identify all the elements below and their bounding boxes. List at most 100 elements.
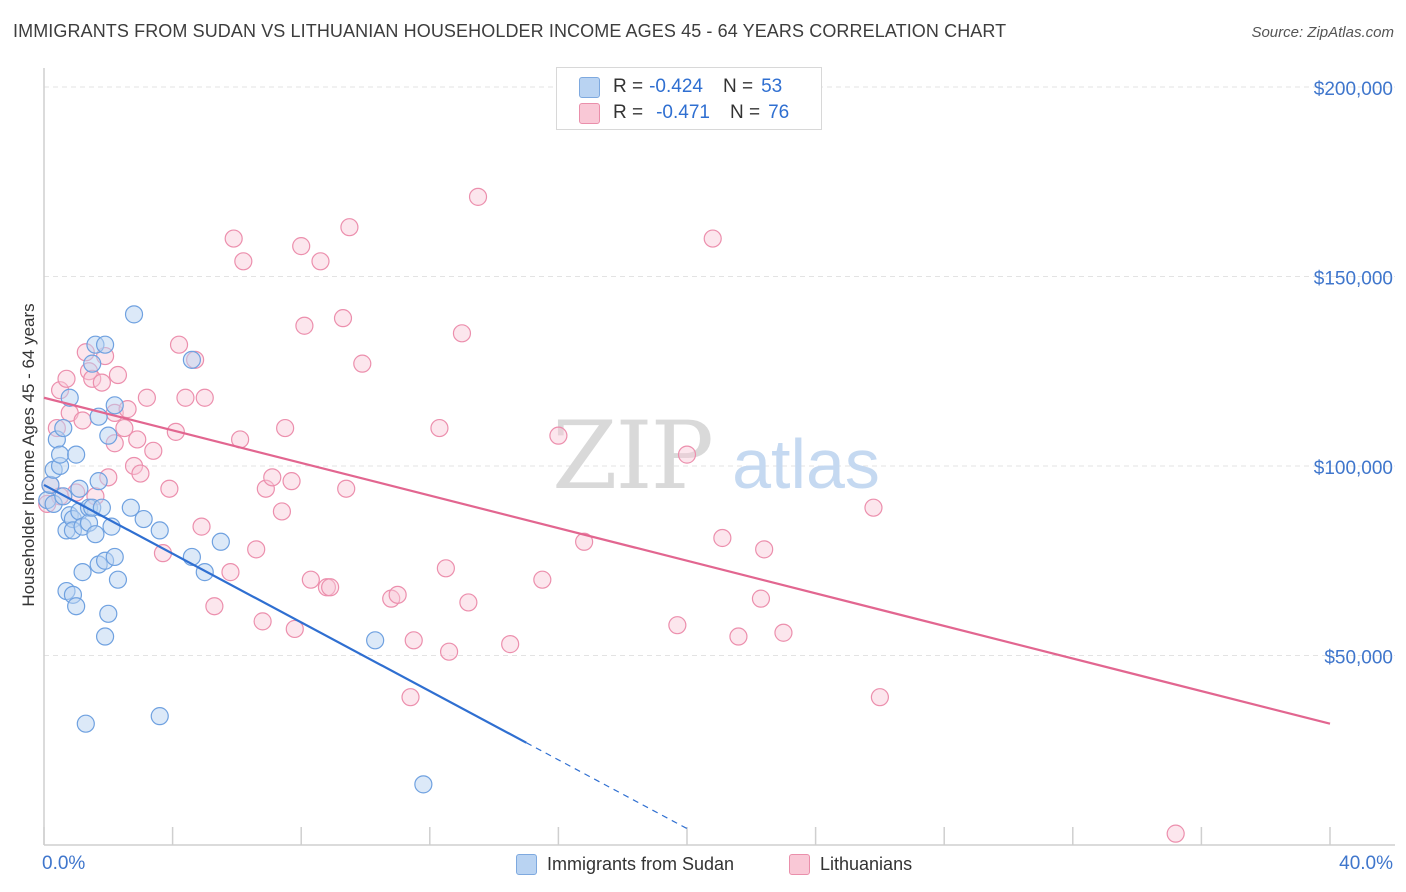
lithuanians-point: [272, 502, 292, 521]
sudan-point: [124, 305, 144, 324]
sudan-point: [121, 498, 140, 517]
lithuanians-point: [253, 612, 272, 631]
lithuanians-point: [234, 252, 253, 271]
lithuanians-point: [311, 252, 330, 271]
sudan-point: [134, 509, 153, 529]
sudan-point: [83, 354, 102, 373]
lithuanians-point: [92, 373, 111, 392]
lithuanians-point: [285, 619, 304, 639]
legend-r-value: -0.471: [656, 102, 710, 123]
lithuanians-point: [668, 616, 687, 635]
lithuanians-point: [115, 418, 134, 438]
lithuanians-point: [774, 623, 793, 642]
lithuanians-point: [321, 578, 340, 597]
sudan-point: [70, 479, 89, 498]
lithuanians-point: [256, 479, 275, 498]
lithuanians-point: [401, 688, 420, 707]
bottom-legend-swatch-pink: [789, 853, 810, 875]
lithuanians-point: [436, 559, 455, 578]
legend-n-label: N =: [722, 76, 754, 97]
lithuanians-point: [430, 418, 449, 438]
sudan-point: [108, 570, 128, 589]
y-tick-label: $150,000: [1314, 268, 1393, 289]
lithuanians-point: [176, 388, 195, 407]
lithuanians-point: [333, 309, 353, 328]
legend-r-value: -0.424: [649, 76, 703, 97]
lithuanians-point: [144, 441, 163, 460]
lithuanians-point: [864, 498, 883, 517]
lithuanians-point: [755, 540, 774, 559]
sudan-point: [211, 532, 230, 551]
legend-swatch-blue: [579, 76, 600, 98]
sudan-point: [99, 426, 118, 445]
lithuanians-point: [1166, 824, 1185, 843]
lithuanians-point: [452, 324, 472, 343]
legend-n-value: 76: [768, 102, 790, 123]
lithuanians-point: [404, 631, 423, 650]
legend-row-lithuanians: R = -0.471 N = 76: [579, 99, 789, 127]
x-tick-label: 0.0%: [42, 853, 85, 874]
lithuanians-point: [729, 627, 748, 646]
lithuanians-point: [468, 187, 488, 206]
y-tick-label: $50,000: [1324, 647, 1393, 668]
lithuanians-point: [292, 237, 311, 256]
lithuanians-point: [73, 411, 92, 430]
bottom-legend-sudan: Immigrants from Sudan: [516, 852, 734, 876]
trend-lines: [43, 396, 1331, 830]
lithuanians-point: [501, 635, 520, 654]
lithuanians-point: [353, 354, 372, 373]
lithuanians-point: [388, 585, 407, 604]
lithuanians-point: [131, 464, 150, 483]
lithuanians-point: [713, 528, 732, 548]
lithuanians-point: [677, 445, 697, 464]
sudan-point: [67, 597, 86, 616]
sudan-point: [195, 563, 214, 582]
watermark-zip: ZIP: [552, 402, 712, 511]
lithuanians-point: [205, 597, 224, 616]
lithuanians-point: [439, 642, 459, 661]
lithuanians-point: [128, 430, 147, 449]
lithuanians-point: [160, 479, 179, 498]
sudan-point: [95, 627, 115, 646]
sudan-points: [38, 305, 433, 794]
sudan-point: [182, 350, 201, 369]
lithuanians-point: [108, 365, 128, 385]
lithuanians-point: [276, 418, 295, 438]
lithuanians-point: [137, 388, 156, 407]
sudan-point: [86, 525, 105, 544]
lithuanians-point: [549, 426, 568, 445]
sudan-point: [89, 472, 108, 491]
lithuanians-point: [192, 517, 211, 536]
lithuanians-point: [340, 218, 359, 237]
sudan-trend-extension: [525, 742, 688, 830]
lithuanians-point: [263, 468, 282, 487]
sudan-point: [150, 521, 169, 540]
source-label: Source: ZipAtlas.com: [1251, 24, 1394, 41]
bottom-legend-label: Immigrants from Sudan: [547, 853, 735, 874]
sudan-point: [105, 547, 124, 567]
sudan-point: [366, 631, 385, 650]
lithuanians-point: [224, 229, 243, 248]
sudan-point: [67, 445, 86, 464]
lithuanians-point: [221, 563, 240, 582]
tick-labels: $50,000 $100,000 $150,000 $200,000 0.0% 40.0%: [42, 79, 1393, 874]
lithuanians-point: [57, 369, 76, 388]
watermark-atlas: atlas: [732, 425, 880, 503]
lithuanians-point: [153, 544, 173, 563]
lithuanians-points: [38, 187, 1185, 843]
y-tick-label: $200,000: [1314, 79, 1393, 100]
legend-swatch-pink: [579, 102, 600, 124]
bottom-legend-lithuanians: Lithuanians: [789, 852, 912, 876]
legend-row-sudan: R = -0.424 N = 53: [579, 73, 782, 101]
sudan-trend-line: [43, 483, 527, 744]
lithuanians-point: [337, 479, 356, 498]
lithuanians-point: [282, 472, 301, 491]
legend-r-label: R =: [613, 102, 644, 123]
sudan-point: [105, 396, 124, 415]
lithuanians-point: [751, 589, 771, 608]
lithuanians-point: [533, 570, 552, 589]
sudan-point: [99, 604, 118, 623]
lithuanians-point: [247, 540, 266, 559]
sudan-point: [54, 418, 73, 438]
